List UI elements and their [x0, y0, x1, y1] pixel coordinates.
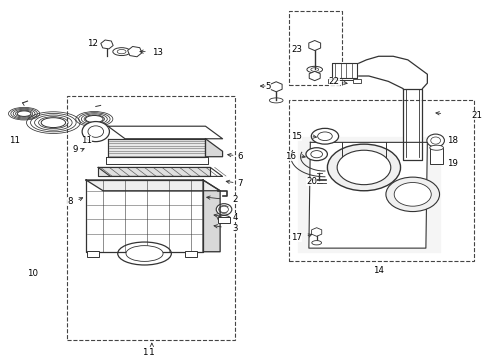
- Ellipse shape: [217, 216, 230, 221]
- Ellipse shape: [311, 129, 338, 144]
- Text: 15: 15: [290, 132, 302, 141]
- Ellipse shape: [327, 144, 400, 191]
- Bar: [87, 251, 99, 257]
- Bar: [289, 12, 341, 85]
- Bar: [429, 148, 443, 164]
- Polygon shape: [308, 142, 427, 248]
- Ellipse shape: [336, 150, 390, 185]
- Ellipse shape: [401, 154, 423, 164]
- Polygon shape: [402, 89, 422, 160]
- Ellipse shape: [311, 240, 321, 245]
- Text: 2: 2: [232, 195, 237, 204]
- Ellipse shape: [85, 116, 103, 123]
- Text: 7: 7: [237, 179, 242, 188]
- Text: 23: 23: [291, 45, 302, 54]
- Polygon shape: [205, 139, 222, 157]
- Polygon shape: [203, 180, 220, 252]
- Text: 11: 11: [9, 136, 20, 145]
- Text: 16: 16: [284, 152, 295, 161]
- Bar: [217, 217, 230, 223]
- Ellipse shape: [88, 126, 103, 137]
- Text: 18: 18: [446, 136, 457, 145]
- Polygon shape: [86, 180, 220, 191]
- Ellipse shape: [126, 246, 163, 261]
- Ellipse shape: [118, 242, 171, 265]
- Text: 13: 13: [152, 48, 163, 57]
- Text: 1: 1: [149, 348, 154, 357]
- Text: 19: 19: [446, 159, 457, 168]
- Bar: [66, 96, 234, 339]
- Text: 3: 3: [232, 224, 237, 233]
- Ellipse shape: [41, 118, 65, 127]
- Ellipse shape: [385, 177, 439, 212]
- Text: 22: 22: [328, 77, 339, 86]
- Ellipse shape: [113, 48, 130, 55]
- Bar: [289, 100, 473, 261]
- Ellipse shape: [393, 183, 430, 206]
- Polygon shape: [108, 126, 222, 139]
- Polygon shape: [346, 56, 427, 89]
- Polygon shape: [105, 157, 207, 164]
- Polygon shape: [86, 180, 203, 252]
- Text: 12: 12: [87, 39, 98, 48]
- Text: 5: 5: [265, 82, 271, 91]
- Text: 20: 20: [305, 177, 317, 186]
- Polygon shape: [98, 167, 210, 176]
- Text: 11: 11: [81, 136, 91, 145]
- Text: 1: 1: [142, 348, 147, 357]
- Text: 4: 4: [232, 213, 237, 222]
- Text: 21: 21: [470, 111, 481, 120]
- Ellipse shape: [17, 111, 31, 116]
- Ellipse shape: [269, 98, 283, 103]
- Polygon shape: [298, 137, 439, 252]
- Text: 6: 6: [237, 152, 242, 161]
- Ellipse shape: [82, 122, 109, 141]
- Bar: [352, 79, 360, 83]
- Bar: [184, 251, 196, 257]
- Polygon shape: [108, 139, 205, 157]
- Ellipse shape: [426, 134, 444, 147]
- Polygon shape: [98, 167, 222, 176]
- Ellipse shape: [429, 145, 443, 150]
- Ellipse shape: [216, 204, 231, 215]
- Ellipse shape: [305, 148, 327, 161]
- Text: 8: 8: [67, 197, 73, 206]
- Text: 14: 14: [372, 266, 383, 275]
- Text: 10: 10: [27, 269, 38, 278]
- Ellipse shape: [306, 66, 322, 73]
- Text: 17: 17: [290, 233, 302, 242]
- Text: 9: 9: [72, 145, 78, 154]
- Polygon shape: [331, 63, 356, 78]
- Bar: [328, 79, 335, 83]
